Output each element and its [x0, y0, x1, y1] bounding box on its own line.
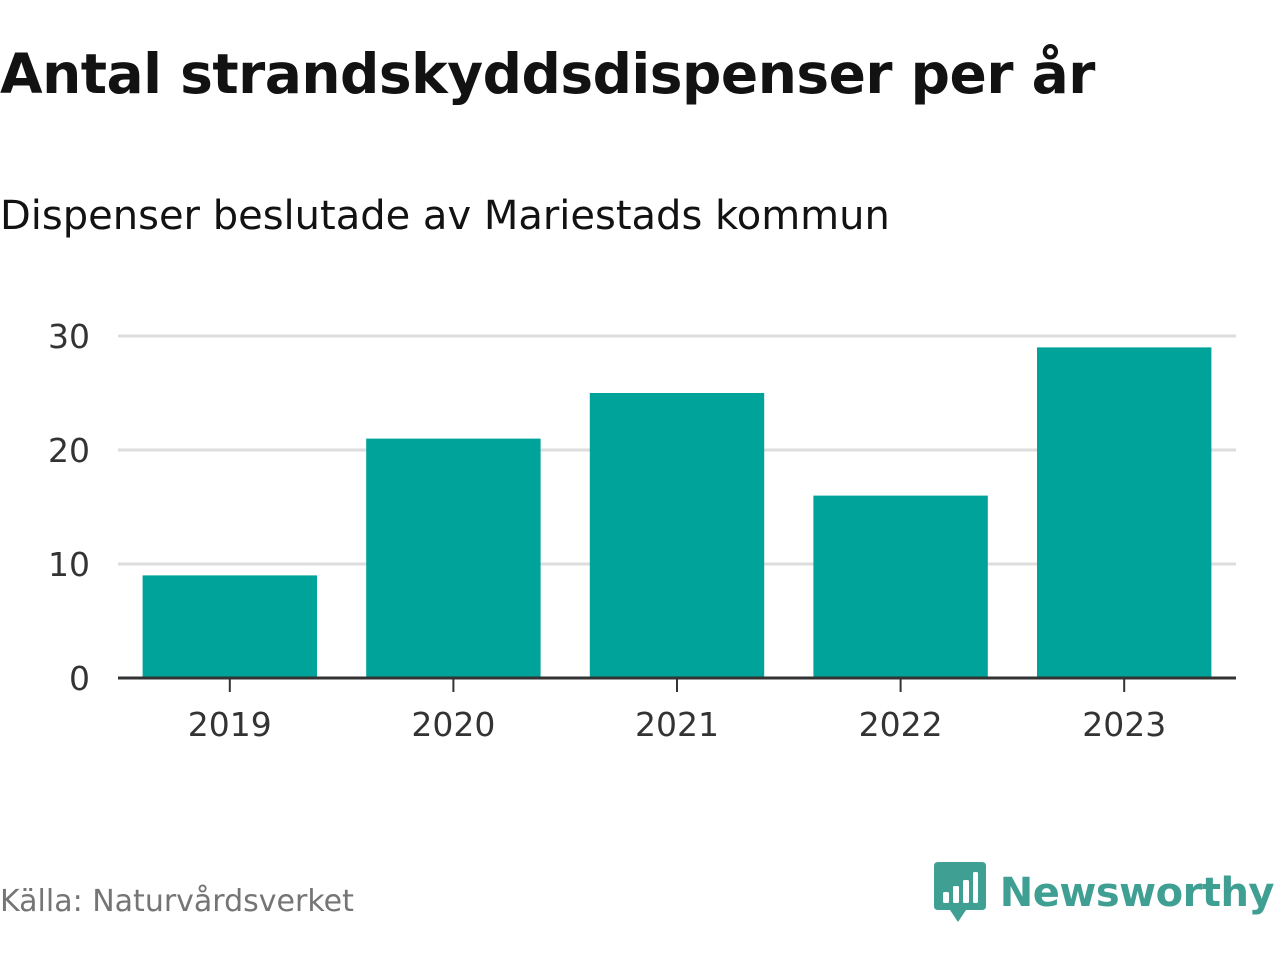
y-tick-label: 30 [48, 317, 90, 356]
chart-subtitle: Dispenser beslutade av Mariestads kommun [0, 193, 890, 239]
brand: Newsworthy [933, 862, 1275, 924]
x-tick-label: 2022 [859, 705, 943, 744]
x-tick-label: 2019 [188, 705, 272, 744]
y-tick-label: 0 [69, 659, 90, 698]
y-tick-label: 20 [48, 431, 90, 470]
bar-2022 [813, 495, 988, 678]
bars [142, 347, 1212, 678]
bar-2021 [589, 393, 765, 678]
bar-2019 [142, 575, 318, 678]
bar-2020 [366, 438, 541, 678]
chart-title: Antal strandskyddsdispenser per år [0, 42, 1095, 106]
bar-chart: 0 10 20 30 2019 2020 2021 2022 2023 [48, 317, 1236, 744]
brand-name: Newsworthy [999, 870, 1275, 916]
newsworthy-logo-icon [933, 862, 986, 922]
x-tick-label: 2020 [411, 705, 495, 744]
x-tick-label: 2021 [635, 705, 719, 744]
axes: 0 10 20 30 2019 2020 2021 2022 2023 [48, 317, 1236, 744]
x-tick-label: 2023 [1082, 705, 1166, 744]
source-note: Källa: Naturvårdsverket [0, 884, 354, 919]
y-tick-label: 10 [48, 545, 90, 584]
bar-2023 [1036, 347, 1212, 678]
